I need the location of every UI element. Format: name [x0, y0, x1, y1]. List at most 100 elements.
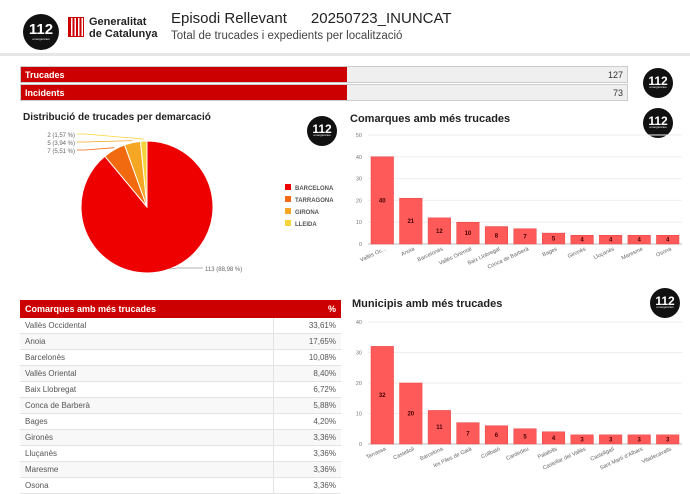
logo-112: 112 emergències: [643, 108, 673, 138]
y-tick-label: 30: [356, 177, 362, 183]
bar: [627, 235, 651, 245]
stat-trucades: Trucades 127: [20, 66, 628, 83]
page-header: 112 emergències Generalitat de Catalunya E…: [0, 0, 690, 56]
table-row: Maresme 3,36%: [20, 461, 341, 478]
generalitat-emblem: [68, 17, 84, 37]
bar-data-label: 12: [436, 229, 443, 235]
table-row: Gironès 3,36%: [20, 429, 341, 446]
pie-leader-line: [77, 133, 144, 140]
page-subtitle: Total de trucades i expedients per local…: [171, 30, 403, 42]
table-row: Vallès Occidental 33,61%: [20, 318, 341, 334]
bar-data-label: 5: [523, 434, 527, 440]
percent-cell: 33,61%: [273, 318, 341, 334]
table-row: Conca de Barberà 5,88%: [20, 397, 341, 414]
table-row: Bages 4,20%: [20, 413, 341, 430]
pie-data-label: 7 (5,51 %): [47, 149, 75, 155]
comarca-cell: Osona: [20, 477, 274, 494]
table-header: Comarques amb més trucades: [20, 300, 274, 318]
bar: [627, 434, 651, 445]
x-tick-label: Palafolls: [537, 446, 559, 460]
y-tick-label: 20: [356, 198, 362, 204]
bar: [370, 346, 394, 445]
bar-data-label: 4: [609, 238, 613, 244]
stat-incidents: Incidents 73: [20, 84, 628, 101]
legend-swatch: [285, 220, 291, 226]
table-row: Barcelonès 10,08%: [20, 349, 341, 366]
pie-data-label: 2 (1,57 %): [47, 133, 75, 139]
bar: [513, 228, 537, 245]
bar-data-label: 7: [523, 234, 527, 240]
bar-chart-title: Municipis amb més trucades: [352, 298, 503, 310]
bar-data-label: 32: [379, 393, 386, 399]
bar-data-label: 4: [638, 238, 642, 244]
bar-data-label: 40: [379, 198, 386, 204]
bar: [542, 431, 566, 445]
percent-cell: 8,40%: [273, 365, 341, 382]
bar-data-label: 3: [609, 437, 613, 443]
table-row: Anoia 17,65%: [20, 333, 341, 350]
bar-data-label: 21: [407, 219, 414, 225]
bar-data-label: 5: [552, 237, 556, 243]
bar: [656, 434, 680, 445]
legend-swatch: [285, 196, 291, 202]
comarca-cell: Conca de Barberà: [20, 397, 274, 414]
bar: [542, 232, 566, 245]
bar-chart-title: Comarques amb més trucades: [350, 113, 511, 125]
percent-cell: 3,36%: [273, 461, 341, 478]
x-tick-label: Gironès: [567, 246, 587, 260]
table-header: %: [273, 300, 341, 318]
percent-cell: 3,36%: [273, 445, 341, 462]
table-row: Lluçanès 3,36%: [20, 445, 341, 462]
bar-data-label: 4: [552, 436, 556, 442]
bar-data-label: 6: [495, 433, 499, 439]
bar-data-label: 8: [495, 233, 499, 239]
percent-cell: 3,36%: [273, 477, 341, 494]
x-tick-label: Viladecavalls: [641, 446, 673, 465]
generalitat-logo: Generalitat de Catalunya: [89, 16, 158, 40]
pie-data-label: 113 (88,98 %): [205, 267, 242, 273]
bar: [484, 425, 508, 445]
table-row: Vallès Oriental 8,40%: [20, 365, 341, 382]
pie-leader-line: [169, 267, 203, 270]
x-tick-label: Anoia: [400, 246, 416, 258]
y-tick-label: 50: [356, 133, 362, 139]
legend-swatch: [285, 184, 291, 190]
comarques-table: Comarques amb més trucades% Vallès Occid…: [20, 300, 341, 494]
bar-data-label: 7: [466, 431, 470, 437]
percent-cell: 3,36%: [273, 429, 341, 446]
bar: [427, 217, 451, 245]
bar: [456, 221, 480, 245]
bar-data-label: 10: [465, 231, 472, 237]
pie-data-label: 5 (3,94 %): [47, 141, 75, 147]
logo-112: 112 emergències: [307, 116, 337, 146]
bar: [599, 434, 623, 445]
bar-data-label: 11: [436, 425, 443, 431]
x-tick-label: Vallès Oc...: [359, 246, 387, 263]
bar-data-label: 3: [638, 437, 642, 443]
logo-112: 112 emergències: [23, 14, 59, 50]
logo-112: 112 emergències: [643, 68, 673, 98]
comarca-cell: Anoia: [20, 333, 274, 350]
comarca-cell: Barcelonès: [20, 349, 274, 366]
comarca-cell: Maresme: [20, 461, 274, 478]
comarca-cell: Vallès Occidental: [20, 318, 274, 334]
x-tick-label: Lluçanès: [593, 246, 616, 261]
pie-title: Distribució de trucades per demarcació: [23, 112, 211, 123]
legend-label: TARRAGONA: [295, 198, 334, 204]
x-tick-label: Osona: [655, 246, 673, 259]
y-tick-label: 30: [356, 351, 362, 357]
y-tick-label: 0: [359, 442, 362, 448]
legend-label: GIRONA: [295, 210, 320, 216]
legend-label: LLEIDA: [295, 222, 317, 228]
bar-data-label: 3: [580, 437, 584, 443]
bar: [599, 235, 623, 245]
percent-cell: 10,08%: [273, 349, 341, 366]
y-tick-label: 10: [356, 220, 362, 226]
bar: [427, 410, 451, 445]
bar: [399, 197, 423, 245]
pie-slice: [139, 140, 148, 208]
y-tick-label: 40: [356, 155, 362, 161]
bar: [570, 434, 594, 445]
x-tick-label: Cardedeu: [505, 446, 529, 462]
